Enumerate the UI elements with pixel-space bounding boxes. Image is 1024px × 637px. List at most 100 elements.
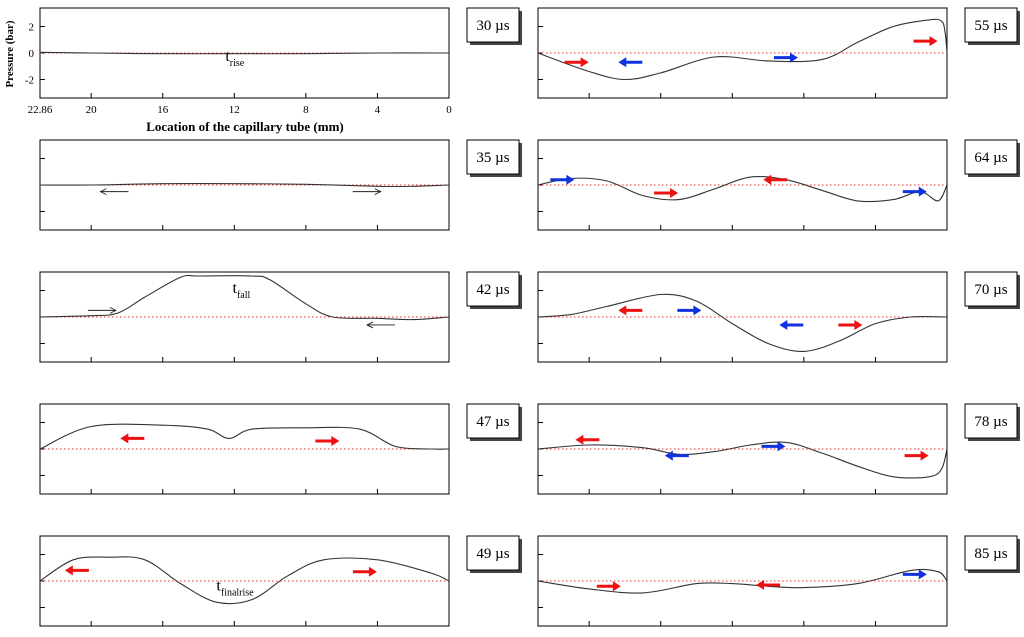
direction-arrow [99, 188, 129, 196]
arrow-head [120, 433, 129, 444]
y-tick-label: 0 [29, 48, 35, 60]
panel: 64 µs [537, 139, 1020, 231]
arrow-head [789, 52, 798, 63]
arrow-head [64, 565, 73, 576]
arrow-head [618, 57, 627, 68]
direction-arrow [366, 321, 396, 329]
x-axis-label: Location of the capillary tube (mm) [146, 119, 344, 134]
pressure-curve [537, 18, 948, 81]
time-label: 85 µs [974, 546, 1007, 562]
direction-arrow [64, 565, 89, 576]
arrow-head [374, 188, 382, 196]
x-tick-label: 8 [303, 104, 309, 116]
arrow-head [670, 187, 679, 198]
time-label: 35 µs [476, 150, 509, 166]
x-tick-label: 20 [86, 104, 98, 116]
panel: 70 µs [537, 271, 1020, 363]
direction-arrow [564, 57, 589, 68]
time-label-box [466, 535, 520, 571]
time-label-box [466, 139, 520, 175]
time-label: 70 µs [974, 282, 1007, 298]
time-label-box [466, 7, 520, 43]
y-axis-label: Pressure (bar) [4, 20, 16, 87]
direction-arrow [87, 306, 117, 314]
panel: 55 µs [537, 7, 1020, 99]
time-label: 55 µs [974, 18, 1007, 34]
arrow-head [777, 441, 786, 452]
time-label-box [964, 535, 1018, 571]
arrow-head [575, 434, 584, 445]
arrow-head [918, 186, 927, 197]
annotation: tfall [233, 280, 251, 301]
arrow-head [693, 305, 702, 316]
time-label-box [964, 271, 1018, 307]
annotation-subscript: finalrise [221, 587, 254, 598]
direction-arrow [550, 174, 575, 185]
annotation-subscript: rise [230, 58, 245, 69]
pressure-curve [39, 556, 450, 605]
x-tick-label: 4 [375, 104, 381, 116]
direction-arrow [618, 305, 643, 316]
direction-arrow [763, 174, 788, 185]
direction-arrow [596, 581, 621, 592]
direction-arrow [664, 450, 689, 461]
direction-arrow [904, 450, 929, 461]
arrow-head [612, 581, 621, 592]
direction-arrow [761, 441, 786, 452]
y-tick-label: -2 [25, 74, 34, 86]
panel: 78 µs [537, 403, 1020, 495]
arrow-head [566, 174, 575, 185]
direction-arrow [913, 36, 938, 47]
arrow-head [929, 36, 938, 47]
arrow-head [918, 569, 927, 580]
arrow-head [920, 450, 929, 461]
direction-arrow [618, 57, 643, 68]
time-label: 49 µs [476, 546, 509, 562]
annotation-symbol: t [225, 48, 230, 65]
pressure-curve [537, 293, 948, 352]
y-tick-label: 2 [29, 22, 35, 34]
panel: tfall 42 µs [39, 271, 522, 363]
direction-arrow [779, 319, 804, 330]
direction-arrow [902, 186, 927, 197]
arrow-head [618, 305, 627, 316]
direction-arrow [120, 433, 145, 444]
arrow-head [331, 436, 340, 447]
time-label: 64 µs [974, 150, 1007, 166]
arrow-head [109, 306, 117, 314]
annotation-subscript: fall [237, 290, 251, 301]
time-label-box [964, 403, 1018, 439]
arrow-head [763, 174, 772, 185]
x-tick-label: 22.86 [28, 104, 53, 116]
direction-arrow [756, 579, 781, 590]
direction-arrow [654, 187, 679, 198]
pressure-curve [39, 423, 450, 450]
annotation: tfinalrise [216, 577, 254, 598]
direction-arrow [838, 319, 863, 330]
annotation: trise [225, 48, 244, 69]
direction-arrow [575, 434, 600, 445]
direction-arrow [352, 566, 377, 577]
time-label-box [466, 403, 520, 439]
arrow-head [664, 450, 673, 461]
direction-arrow [773, 52, 798, 63]
time-label-box [466, 271, 520, 307]
time-label: 30 µs [476, 18, 509, 34]
pressure-curve [39, 51, 450, 55]
arrow-head [368, 566, 377, 577]
pressure-curve [39, 274, 450, 321]
direction-arrow [902, 569, 927, 580]
x-tick-label: 16 [157, 104, 169, 116]
pressure-curve [39, 183, 450, 188]
arrow-head [779, 319, 788, 330]
arrow-head [854, 319, 863, 330]
time-label-box [964, 139, 1018, 175]
time-label-box [964, 7, 1018, 43]
arrow-head [99, 188, 107, 196]
panel: tfinalrise 49 µs [39, 535, 522, 627]
arrow-head [756, 579, 765, 590]
panel: 47 µs [39, 403, 522, 495]
